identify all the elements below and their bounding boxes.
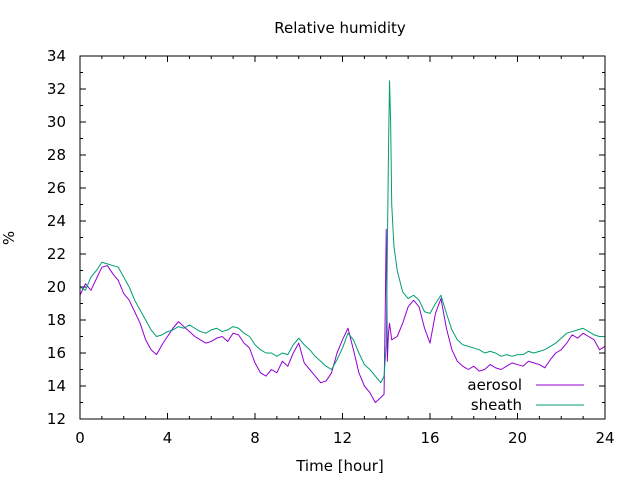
x-tick-label: 4 (163, 429, 173, 447)
x-axis-label: Time [hour] (295, 457, 384, 475)
y-tick-label: 20 (47, 278, 66, 296)
y-axis-ticks: 12 14 16 18 20 22 24 26 28 30 32 34 (47, 47, 605, 428)
x-tick-label: 8 (250, 429, 260, 447)
legend-label-aerosol: aerosol (467, 376, 522, 394)
plot-frame (79, 55, 606, 420)
y-tick-label: 34 (47, 47, 66, 65)
y-tick-label: 22 (47, 245, 66, 263)
x-axis-ticks: 0 4 8 12 16 20 24 (75, 56, 615, 447)
y-tick-label: 26 (47, 179, 66, 197)
series-line-aerosol (79, 228, 606, 403)
y-tick-label: 16 (47, 344, 66, 362)
y-axis-label: % (0, 231, 18, 245)
x-tick-label: 20 (508, 429, 527, 447)
y-tick-label: 30 (47, 113, 66, 131)
series-line-sheath (79, 80, 605, 384)
y-tick-label: 28 (47, 146, 66, 164)
chart-title: Relative humidity (274, 19, 406, 37)
plot-series (79, 80, 606, 403)
x-tick-label: 24 (595, 429, 614, 447)
y-tick-label: 14 (47, 377, 66, 395)
x-tick-label: 0 (75, 429, 85, 447)
legend-label-sheath: sheath (471, 396, 522, 414)
y-tick-label: 32 (47, 80, 66, 98)
y-tick-label: 18 (47, 311, 66, 329)
x-tick-label: 12 (333, 429, 352, 447)
y-tick-label: 12 (47, 410, 66, 428)
legend: aerosol sheath (467, 376, 584, 414)
x-tick-label: 16 (420, 429, 439, 447)
y-tick-label: 24 (47, 212, 66, 230)
